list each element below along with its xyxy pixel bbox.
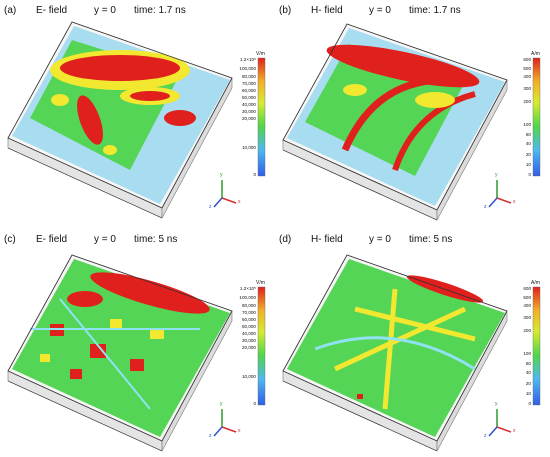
colorbar-unit: A/m [531,280,540,286]
axis-x-label: x [238,428,241,434]
field-type: E- field [36,234,68,245]
tick: 30,000 [241,338,256,343]
tick: 100,000 [239,295,256,300]
tick: 20 [525,381,531,386]
tick: 20 [525,152,531,157]
tick: 200 [523,328,531,333]
tick: 100 [523,351,531,356]
y-plane: y = 0 [94,234,116,245]
field-visualization [282,23,541,221]
field-visualization [7,21,266,219]
axis-z-label: z [209,204,212,210]
panel-b: (b) H- field y = 0 time: 1.7 ns [275,0,550,228]
field-type: H- field [311,5,343,16]
tick: 600 [523,286,531,291]
tick: 600 [523,57,531,62]
axis-triad [488,180,512,208]
axis-z-label: z [484,204,487,210]
tick: 1.2×10⁵ [239,57,256,62]
tick: 20,000 [241,116,256,121]
tick: 10,000 [241,374,256,379]
tick: 0 [253,401,256,406]
tick: 0 [253,172,256,177]
time-label: time: 1.7 ns [134,5,186,16]
tick: 50,000 [241,324,256,329]
time-label: time: 5 ns [409,234,453,245]
tick: 100 [523,122,531,127]
axis-y-label: y [495,172,498,178]
tick: 400 [523,74,531,79]
panel-header: (d) H- field y = 0 time: 5 ns [279,231,452,249]
y-plane: y = 0 [369,5,391,16]
panel-label: (c) [4,234,16,245]
panel-header: (b) H- field y = 0 time: 1.7 ns [279,2,461,20]
tick: 500 [523,66,531,71]
axis-triad [488,409,512,437]
colorbar-unit: V/m [256,280,265,286]
tick: 60 [525,361,531,366]
tick: 100,000 [239,66,256,71]
panel-header: (a) E- field y = 0 time: 1.7 ns [4,2,186,20]
tick: 0 [528,172,531,177]
axis-y-label: y [220,172,223,178]
tick: 80,000 [241,303,256,308]
colorbar-unit: A/m [531,51,540,57]
colorbar-unit: V/m [256,51,265,57]
panel-label: (d) [279,234,292,245]
panel-c: (c) E- field y = 0 time: 5 ns [0,229,275,457]
tick: 0 [528,401,531,406]
tick: 60 [525,132,531,137]
field-type: H- field [311,234,343,245]
axis-z-label: z [484,433,487,439]
panel-label: (a) [4,5,17,16]
axis-y-label: y [495,401,498,407]
tick: 60,000 [241,317,256,322]
tick: 10,000 [241,145,256,150]
tick: 10 [525,391,531,396]
tick: 70,000 [241,81,256,86]
tick: 70,000 [241,310,256,315]
axis-triad [213,180,237,208]
tick: 30,000 [241,109,256,114]
tick: 500 [523,295,531,300]
tick: 50,000 [241,95,256,100]
tick: 400 [523,303,531,308]
field-visualization [7,254,266,452]
axis-y-label: y [220,401,223,407]
tick: 40 [525,141,531,146]
axis-x-label: x [513,428,516,434]
tick: 300 [523,315,531,320]
axis-x-label: x [238,199,241,205]
time-label: time: 1.7 ns [409,5,461,16]
tick: 40 [525,370,531,375]
y-plane: y = 0 [94,5,116,16]
tick: 300 [523,86,531,91]
time-label: time: 5 ns [134,234,178,245]
panel-header: (c) E- field y = 0 time: 5 ns [4,231,177,249]
field-visualization [282,254,541,452]
panel-d: (d) H- field y = 0 time: 5 ns A/m [275,229,550,457]
y-plane: y = 0 [369,234,391,245]
axis-x-label: x [513,199,516,205]
axis-z-label: z [209,433,212,439]
panel-label: (b) [279,5,292,16]
tick: 60,000 [241,88,256,93]
tick: 1.2×10⁵ [239,286,256,291]
axis-triad [213,409,237,437]
tick: 200 [523,99,531,104]
field-type: E- field [36,5,68,16]
tick: 80,000 [241,74,256,79]
tick: 20,000 [241,345,256,350]
tick: 40,000 [241,102,256,107]
panel-a: (a) E- field y = 0 time: 1.7 ns [0,0,275,228]
tick: 10 [525,162,531,167]
tick: 40,000 [241,331,256,336]
